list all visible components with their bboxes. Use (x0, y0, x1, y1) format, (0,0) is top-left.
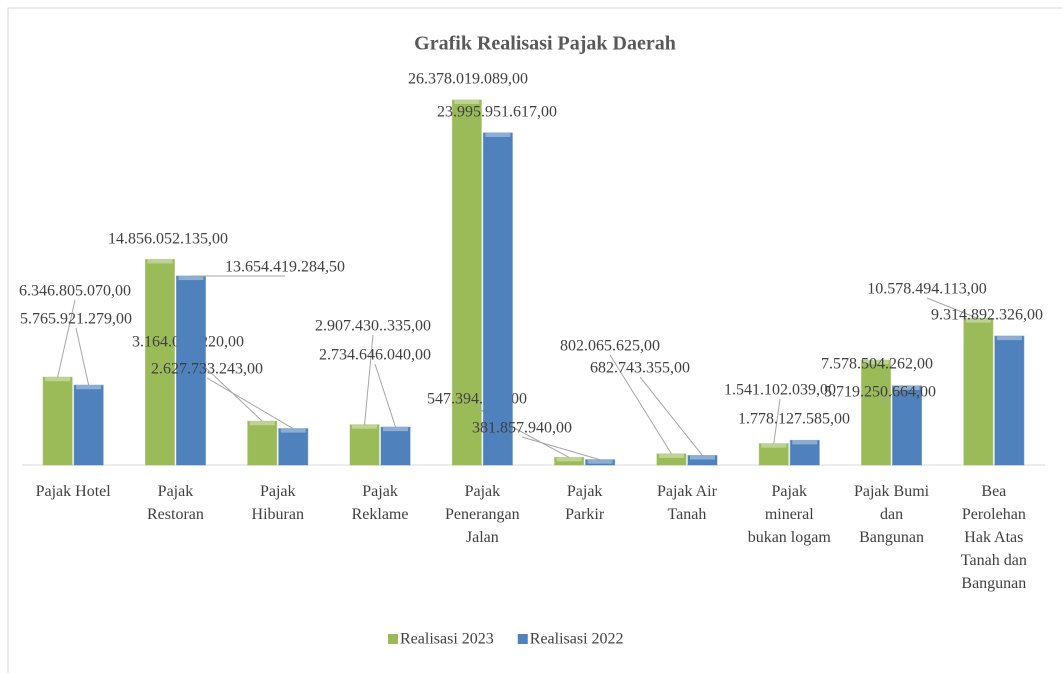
x-tick-label: Pajak Reklame (352, 483, 409, 523)
data-label: 13.654.419.284,50 (225, 259, 345, 276)
legend-swatch (517, 634, 528, 644)
bar (349, 424, 380, 466)
bar-highlight (147, 259, 173, 264)
data-label: 6.346.805.070,00 (19, 283, 131, 300)
bar (789, 439, 820, 466)
legend-swatch (388, 634, 398, 644)
data-label: 23.995.951.617,00 (437, 104, 557, 121)
bar (963, 318, 994, 466)
bar (175, 275, 206, 466)
leader-line (609, 354, 672, 455)
bar (861, 359, 892, 466)
x-tick-label: Pajak Restoran (147, 483, 204, 523)
bar-highlight (863, 360, 889, 365)
data-label: 5.719.250.664,00 (824, 384, 936, 401)
x-tick-label: Pajak Parkir (565, 483, 605, 523)
chart-title: Grafik Realisasi Pajak Daerah (414, 33, 676, 55)
bar (247, 420, 278, 466)
bar (482, 132, 513, 466)
data-label: 802.065.625,00 (560, 338, 660, 355)
bar-highlight (76, 385, 102, 390)
data-label: 7.578.504.262,00 (821, 356, 933, 373)
x-tick-label: Pajak Hotel (36, 483, 112, 500)
bar (42, 376, 73, 466)
bar-highlight (996, 336, 1022, 341)
x-tick-label: Pajak Hiburan (252, 483, 304, 523)
bar-highlight (280, 428, 306, 433)
bar (892, 385, 923, 466)
bar-highlight (352, 424, 378, 429)
data-label: 381.857.940,00 (472, 420, 572, 437)
leader-line (879, 385, 908, 402)
x-tick-label: Pajak mineral bukan logam (748, 483, 832, 546)
data-label: 26.378.019.089,00 (408, 71, 528, 88)
leader-line (639, 376, 703, 456)
bar (144, 258, 175, 466)
data-label: 9.314.892.326,00 (931, 307, 1043, 324)
data-label: 1.541.102.039,00 (724, 382, 836, 399)
bar-highlight (587, 459, 613, 464)
bar-highlight (556, 457, 582, 462)
data-label: 2.907.430..335,00 (315, 318, 431, 335)
x-tick-label: Pajak Bumi dan Bangunan (854, 483, 930, 546)
leader-line (364, 334, 374, 425)
bar (278, 428, 309, 466)
leader-line (926, 297, 979, 320)
bar-highlight (658, 453, 684, 458)
leader-line (374, 363, 397, 428)
leader-line (521, 436, 601, 461)
leader-line (57, 299, 76, 378)
x-tick-label: Pajak Penerangan Jalan (445, 483, 520, 546)
bar-highlight (249, 421, 275, 426)
x-tick-label: Pajak Air Tanah (657, 483, 718, 523)
data-label: 2.627.733.243,00 (151, 361, 263, 378)
bar-highlight (454, 100, 480, 104)
bar-highlight (792, 440, 818, 445)
bar-highlight (178, 276, 204, 281)
data-label: 10.578.494.113,00 (867, 281, 986, 298)
bar-highlight (761, 443, 787, 448)
data-label: 5.765.921.279,00 (20, 311, 132, 328)
data-label: 1.778.127.585,00 (738, 411, 850, 428)
legend-label: Realisasi 2022 (530, 631, 624, 648)
bar-highlight (689, 455, 715, 460)
data-label: 14.856.052.135,00 (108, 231, 228, 248)
bar (73, 384, 104, 466)
leader-line (75, 327, 90, 386)
leader-line (206, 377, 294, 430)
legend-label: Realisasi 2023 (400, 631, 494, 648)
bar-highlight (45, 377, 71, 382)
data-label: 682.743.355,00 (590, 360, 690, 377)
bar-highlight (485, 132, 511, 137)
bar-highlight (965, 318, 991, 323)
x-tick-label: Bea Perolehan Hak Atas Tanah dan Bangunan (961, 483, 1027, 592)
bar (380, 426, 411, 466)
data-label: 2.734.646.040,00 (319, 347, 431, 364)
bar (994, 335, 1025, 466)
bar-highlight (383, 427, 409, 432)
bar-highlight (894, 385, 920, 390)
bar (451, 99, 482, 466)
chart-frame (7, 7, 1062, 673)
leader-line (773, 398, 781, 444)
